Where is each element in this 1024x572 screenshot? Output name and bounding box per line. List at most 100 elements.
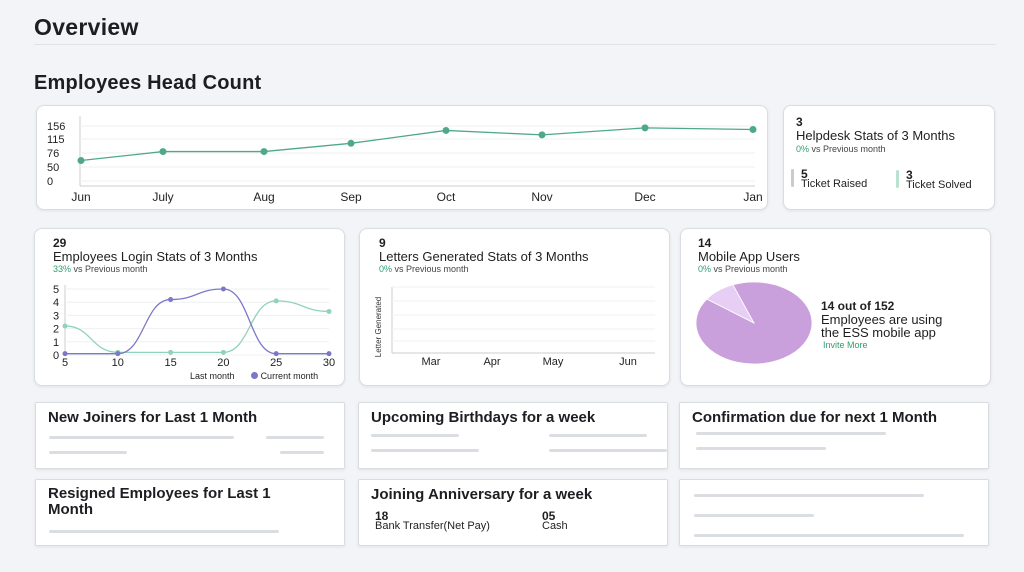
letters-y-label: Letter Generated — [374, 297, 383, 357]
pie-slice-others — [696, 281, 813, 365]
current-month-point — [168, 297, 174, 303]
x-tick-label: May — [543, 356, 564, 368]
ticket-raised-bar — [791, 169, 794, 187]
x-tick-label: Sep — [340, 190, 362, 204]
ticket-raised-value: 5 — [801, 167, 808, 181]
helpdesk-count: 3 — [796, 115, 803, 129]
x-tick-label: Oct — [437, 190, 456, 204]
letters-pct: 0% — [379, 264, 393, 274]
current-month-point — [273, 351, 279, 357]
head-count-point — [749, 125, 757, 133]
letters-title: Letters Generated Stats of 3 Months — [379, 249, 589, 264]
login-comparison: 33% vs Previous month — [53, 264, 148, 274]
last-month-point — [62, 323, 68, 329]
last-month-point — [273, 298, 279, 304]
helpdesk-sub: vs Previous month — [809, 144, 886, 154]
placeholder-line — [371, 434, 459, 437]
y-tick-label: 2 — [53, 324, 59, 336]
login-legend[interactable]: Last month Current month — [190, 371, 318, 381]
login-title: Employees Login Stats of 3 Months — [53, 249, 258, 264]
helpdesk-card[interactable]: 3 Helpdesk Stats of 3 Months 0% vs Previ… — [783, 105, 995, 210]
current-month-line — [65, 288, 329, 355]
confirmation-card[interactable]: Confirmation due for next 1 Month — [679, 402, 989, 469]
helpdesk-comparison: 0% vs Previous month — [796, 144, 886, 154]
head-count-point — [641, 124, 649, 132]
placeholder-line — [694, 514, 814, 517]
y-tick-label: 0 — [47, 176, 53, 188]
y-tick-label: 1 — [53, 337, 59, 349]
page-title: Overview — [34, 14, 139, 40]
head-count-point — [159, 148, 167, 156]
y-tick-label: 50 — [47, 162, 59, 174]
title-divider — [34, 44, 996, 45]
x-tick-label: Aug — [253, 190, 274, 204]
letters-count: 9 — [379, 236, 386, 250]
y-tick-label: 3 — [53, 310, 59, 322]
x-tick-label: Dec — [634, 190, 655, 204]
birthdays-title: Upcoming Birthdays for a week — [371, 409, 596, 426]
y-tick-label: 156 — [47, 121, 65, 133]
placeholder-line — [694, 534, 964, 537]
mobile-desc-line2: the ESS mobile app — [821, 325, 936, 340]
x-tick-label: Mar — [422, 356, 441, 368]
placeholder-line — [371, 449, 479, 452]
x-tick-label: Jun — [71, 190, 90, 204]
y-tick-label: 0 — [53, 350, 59, 362]
y-tick-label: 4 — [53, 297, 59, 309]
confirmation-title: Confirmation due for next 1 Month — [692, 409, 937, 426]
current-month-point — [220, 286, 226, 292]
legend-current-month: Current month — [260, 371, 319, 381]
placeholder-line — [49, 530, 279, 533]
new-joiners-card[interactable]: New Joiners for Last 1 Month — [35, 402, 345, 469]
ticket-solved-label: Ticket Solved — [906, 179, 972, 191]
last-month-point — [168, 349, 174, 355]
letters-comparison: 0% vs Previous month — [379, 264, 469, 274]
ticket-raised-label: Ticket Raised — [801, 178, 868, 190]
head-count-point — [347, 139, 355, 147]
cash-value: 05 — [542, 509, 556, 523]
placeholder-line — [549, 449, 667, 452]
mobile-comparison: 0% vs Previous month — [698, 264, 788, 274]
mobile-pct: 0% — [698, 264, 712, 274]
placeholder-line — [696, 447, 826, 450]
x-tick-label: Jan — [743, 190, 762, 204]
login-pct: 33% — [53, 264, 72, 274]
placeholder-line — [266, 436, 324, 439]
placeholder-line — [549, 434, 647, 437]
x-tick-label: 30 — [323, 357, 335, 369]
resigned-card[interactable]: Resigned Employees for Last 1 Month — [35, 479, 345, 546]
head-count-point — [260, 148, 268, 156]
mobile-description: 14 out of 152 Employees are using the ES… — [821, 299, 943, 340]
x-tick-label: 20 — [217, 357, 229, 369]
empty-list-card[interactable] — [679, 479, 989, 546]
mobile-desc-line1: Employees are using — [821, 312, 943, 327]
last-month-point — [326, 308, 332, 314]
helpdesk-title: Helpdesk Stats of 3 Months — [796, 128, 955, 143]
head-count-title: Employees Head Count — [34, 72, 262, 94]
mobile-count: 14 — [698, 236, 712, 250]
mobile-pie-chart — [696, 281, 813, 365]
placeholder-line — [280, 451, 324, 454]
y-tick-label: 115 — [47, 134, 65, 146]
mobile-ratio: 14 out of 152 — [821, 299, 895, 313]
x-tick-label: Apr — [483, 356, 500, 368]
x-tick-label: Jun — [619, 356, 637, 368]
head-count-card: 156 115 76 50 0 Jun July Aug Sep Oct Nov Dec Jan — [36, 105, 768, 210]
letters-chart: Letter Generated Mar Apr May Jun — [374, 286, 655, 368]
current-month-point — [115, 351, 121, 357]
login-sub: vs Previous month — [71, 264, 148, 274]
invite-more-link[interactable]: Invite More — [823, 340, 868, 350]
head-count-point — [538, 131, 546, 139]
head-count-point — [77, 157, 85, 165]
mobile-title: Mobile App Users — [698, 249, 800, 264]
birthdays-card[interactable]: Upcoming Birthdays for a week — [358, 402, 668, 469]
head-count-line — [80, 127, 754, 162]
bank-transfer-label: Bank Transfer(Net Pay) — [375, 520, 490, 532]
ticket-solved-value: 3 — [906, 168, 913, 182]
last-month-line — [64, 300, 330, 354]
anniversary-card[interactable]: Joining Anniversary for a week 18 Bank T… — [358, 479, 668, 546]
y-tick-label: 5 — [53, 284, 59, 296]
new-joiners-title: New Joiners for Last 1 Month — [48, 409, 258, 426]
last-month-point — [220, 349, 226, 355]
letters-card: 9 Letters Generated Stats of 3 Months 0%… — [359, 228, 670, 386]
